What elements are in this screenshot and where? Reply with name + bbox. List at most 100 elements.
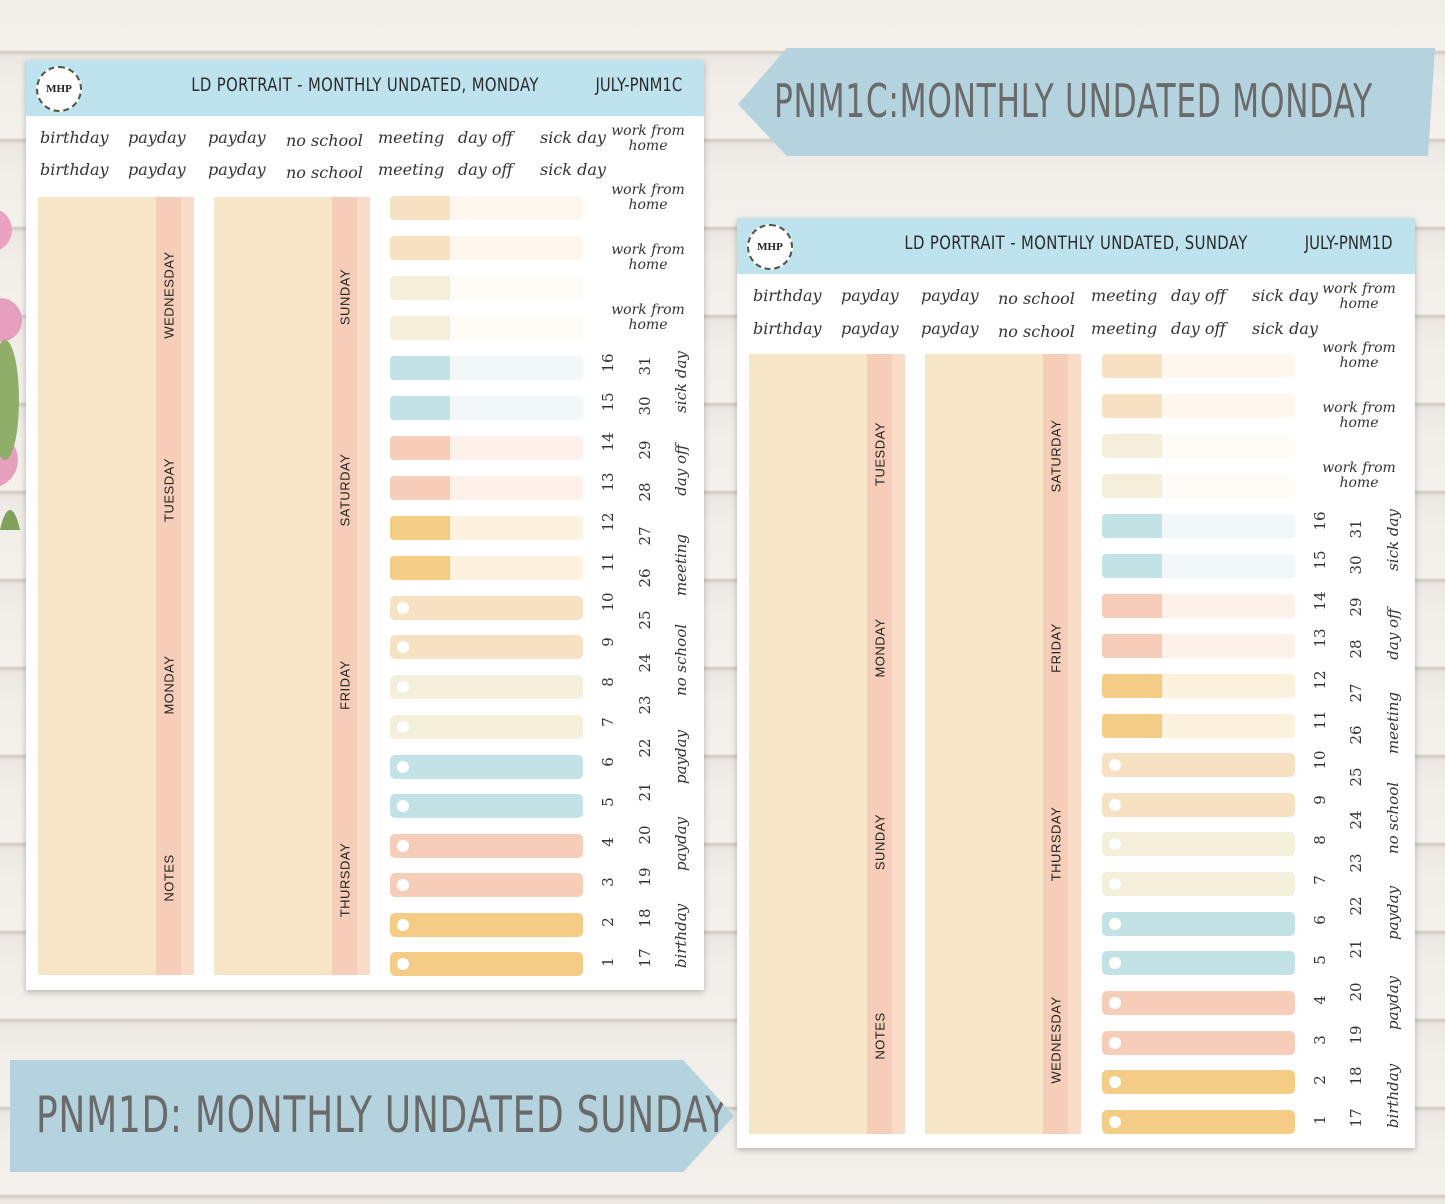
date-number: 20 [636, 825, 654, 845]
day-strip-1 [156, 197, 181, 975]
date-number: 12 [599, 512, 617, 532]
sticker-payday: payday [128, 128, 186, 147]
day-label-saturday: SATURDAY [1048, 419, 1064, 493]
color-bar [390, 396, 583, 420]
date-number: 27 [636, 526, 654, 546]
banner-top-text: PNM1C:MONTHLY UNDATED MONDAY [774, 74, 1373, 128]
day-label-sunday: SUNDAY [337, 268, 353, 326]
date-number: 28 [636, 482, 654, 502]
sticker-meeting: meeting [1091, 319, 1158, 338]
date-number: 24 [636, 653, 654, 673]
day-strip-2-edge [357, 197, 370, 975]
sticker-meeting: meeting [1091, 286, 1158, 305]
date-number: 31 [636, 356, 654, 376]
sticker-payday: payday [841, 319, 899, 338]
dot-pill [390, 675, 583, 699]
color-bar [390, 476, 583, 500]
date-number: 14 [1311, 591, 1329, 611]
date-number: 22 [636, 738, 654, 758]
sticker-day-off: day off [458, 128, 513, 147]
day-strip-1-edge [181, 197, 194, 975]
date-number: 5 [599, 797, 617, 807]
date-number: 1 [599, 957, 617, 967]
sticker-day-off: day off [458, 160, 513, 179]
day-strip-2 [332, 197, 357, 975]
sticker-birthday: birthday [40, 160, 109, 179]
sheet-title: LD PORTRAIT - MONTHLY UNDATED, SUNDAY [904, 232, 1248, 254]
date-number: 11 [599, 552, 617, 572]
sticker-no-school: no school [672, 623, 690, 697]
sheet-code: JULY-PNM1C [595, 74, 682, 96]
date-number: 19 [1347, 1025, 1365, 1045]
sticker-no-school: no school [286, 163, 363, 182]
mhp-logo: MHP [747, 224, 793, 270]
color-bar [390, 316, 583, 340]
day-label-saturday: SATURDAY [337, 453, 353, 527]
date-number: 19 [636, 867, 654, 887]
day-label-thursday: THURSDAY [337, 842, 353, 918]
date-number: 26 [1347, 725, 1365, 745]
sticker-sick-day: sick day [1252, 286, 1318, 305]
dot-pill [390, 596, 583, 620]
date-number: 13 [599, 472, 617, 492]
date-number: 9 [1311, 795, 1329, 805]
date-number: 16 [1311, 511, 1329, 531]
sticker-birthday: birthday [672, 903, 690, 969]
date-number: 12 [1311, 670, 1329, 690]
date-number: 26 [636, 568, 654, 588]
sticker-work-from-home: work from home [1322, 460, 1396, 491]
day-label-tuesday: TUESDAY [872, 422, 888, 486]
sticker-sick-day: sick day [540, 128, 606, 147]
banner-bottom-text: PNM1D: MONTHLY UNDATED SUNDAY [36, 1086, 729, 1144]
dot-pill [1102, 832, 1295, 856]
date-number: 30 [636, 396, 654, 416]
date-number: 2 [1311, 1075, 1329, 1085]
date-number: 21 [636, 782, 654, 802]
sticker-sick-day: sick day [1252, 319, 1318, 338]
sticker-sheet-monday: MHP LD PORTRAIT - MONTHLY UNDATED, MONDA… [26, 60, 704, 990]
sticker-payday: payday [208, 128, 266, 147]
date-number: 29 [636, 440, 654, 460]
color-bar [1102, 394, 1295, 418]
sticker-birthday: birthday [40, 128, 109, 147]
date-number: 20 [1347, 982, 1365, 1002]
sheet-code: JULY-PNM1D [1305, 232, 1393, 254]
date-number: 17 [1347, 1108, 1365, 1128]
sticker-work-from-home: work from home [1322, 400, 1396, 431]
mhp-logo: MHP [36, 66, 82, 112]
dot-pill [1102, 951, 1295, 975]
day-strip-1 [867, 354, 892, 1134]
date-number: 5 [1311, 955, 1329, 965]
sticker-day-off: day off [1384, 608, 1402, 660]
day-strip-2-edge [1068, 354, 1081, 1134]
sticker-work-from-home: work from home [611, 123, 685, 154]
date-number: 15 [1311, 550, 1329, 570]
date-number: 23 [636, 695, 654, 715]
sticker-work-from-home: work from home [611, 242, 685, 273]
dot-pill [390, 635, 583, 659]
date-number: 10 [1311, 750, 1329, 770]
sticker-day-off: day off [1171, 286, 1226, 305]
date-number: 4 [599, 837, 617, 847]
day-strip-1-edge [892, 354, 905, 1134]
sticker-payday: payday [1384, 975, 1402, 1031]
dot-pill [390, 794, 583, 818]
color-bar [1102, 594, 1295, 618]
color-bar [390, 276, 583, 300]
day-label-monday: MONDAY [872, 618, 888, 678]
dot-pill [1102, 793, 1295, 817]
day-strip-2 [1043, 354, 1068, 1134]
date-number: 15 [599, 392, 617, 412]
sticker-meeting: meeting [1384, 691, 1402, 755]
color-bar [1102, 674, 1295, 698]
date-number: 2 [599, 917, 617, 927]
date-number: 6 [1311, 915, 1329, 925]
date-number: 23 [1347, 853, 1365, 873]
banner-top: PNM1C:MONTHLY UNDATED MONDAY [738, 48, 1435, 156]
date-number: 25 [1347, 767, 1365, 787]
dot-pill [1102, 991, 1295, 1015]
color-bar [1102, 474, 1295, 498]
dot-pill [1102, 912, 1295, 936]
sticker-payday: payday [921, 319, 979, 338]
sheet-header: MHP LD PORTRAIT - MONTHLY UNDATED, SUNDA… [737, 218, 1415, 274]
